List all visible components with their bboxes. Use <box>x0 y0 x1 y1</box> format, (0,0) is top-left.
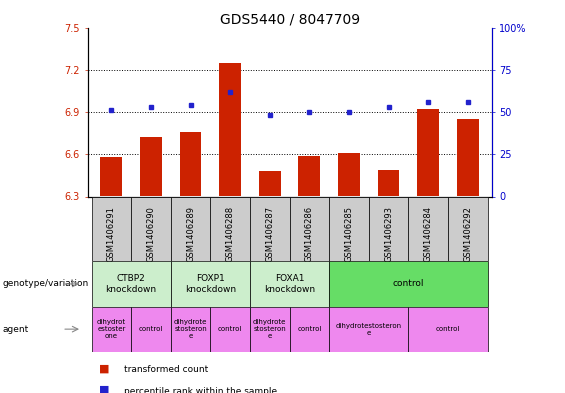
Text: GSM1406284: GSM1406284 <box>424 206 433 262</box>
Text: ■: ■ <box>99 385 110 393</box>
Text: control: control <box>436 326 460 332</box>
Bar <box>408 307 488 352</box>
Bar <box>418 109 439 196</box>
Text: dihydrote
stosteron
e: dihydrote stosteron e <box>174 319 207 339</box>
Bar <box>250 307 290 352</box>
Text: FOXA1
knockdown: FOXA1 knockdown <box>264 274 315 294</box>
Bar <box>131 307 171 352</box>
Bar <box>180 132 202 196</box>
Text: GSM1406287: GSM1406287 <box>265 206 274 263</box>
Text: agent: agent <box>3 325 29 334</box>
Bar <box>210 307 250 352</box>
Bar <box>210 196 250 261</box>
Bar <box>448 196 488 261</box>
Bar <box>131 196 171 261</box>
Bar <box>92 307 131 352</box>
Text: GSM1406286: GSM1406286 <box>305 206 314 263</box>
Text: control: control <box>139 326 163 332</box>
Text: control: control <box>218 326 242 332</box>
Text: control: control <box>393 279 424 288</box>
Text: genotype/variation: genotype/variation <box>3 279 89 288</box>
Bar <box>329 196 369 261</box>
Bar <box>377 170 399 196</box>
Text: GSM1406290: GSM1406290 <box>146 206 155 262</box>
Text: GSM1406292: GSM1406292 <box>463 206 472 262</box>
Bar <box>338 153 360 196</box>
Bar <box>101 157 122 196</box>
Bar <box>290 307 329 352</box>
Text: GSM1406293: GSM1406293 <box>384 206 393 262</box>
Text: ■: ■ <box>99 364 110 373</box>
Title: GDS5440 / 8047709: GDS5440 / 8047709 <box>219 12 360 26</box>
Bar <box>171 261 250 307</box>
Bar <box>171 196 210 261</box>
Text: FOXP1
knockdown: FOXP1 knockdown <box>185 274 236 294</box>
Text: CTBP2
knockdown: CTBP2 knockdown <box>106 274 157 294</box>
Text: GSM1406288: GSM1406288 <box>225 206 234 263</box>
Bar <box>92 261 171 307</box>
Text: dihydrotestosteron
e: dihydrotestosteron e <box>336 323 402 336</box>
Bar <box>329 307 408 352</box>
Text: percentile rank within the sample: percentile rank within the sample <box>124 387 277 393</box>
Text: dihydrote
stosteron
e: dihydrote stosteron e <box>253 319 286 339</box>
Text: GSM1406291: GSM1406291 <box>107 206 116 262</box>
Bar <box>250 196 290 261</box>
Bar <box>140 137 162 196</box>
Bar <box>298 156 320 196</box>
Bar <box>171 307 210 352</box>
Text: control: control <box>297 326 321 332</box>
Bar <box>92 196 131 261</box>
Bar <box>408 196 448 261</box>
Bar <box>219 63 241 196</box>
Text: GSM1406285: GSM1406285 <box>345 206 354 262</box>
Bar <box>290 196 329 261</box>
Text: transformed count: transformed count <box>124 365 208 375</box>
Bar <box>457 119 479 196</box>
Bar <box>250 261 329 307</box>
Bar <box>259 171 281 196</box>
Bar <box>329 261 488 307</box>
Text: GSM1406289: GSM1406289 <box>186 206 195 262</box>
Text: dihydrot
estoster
one: dihydrot estoster one <box>97 319 126 339</box>
Bar <box>369 196 408 261</box>
